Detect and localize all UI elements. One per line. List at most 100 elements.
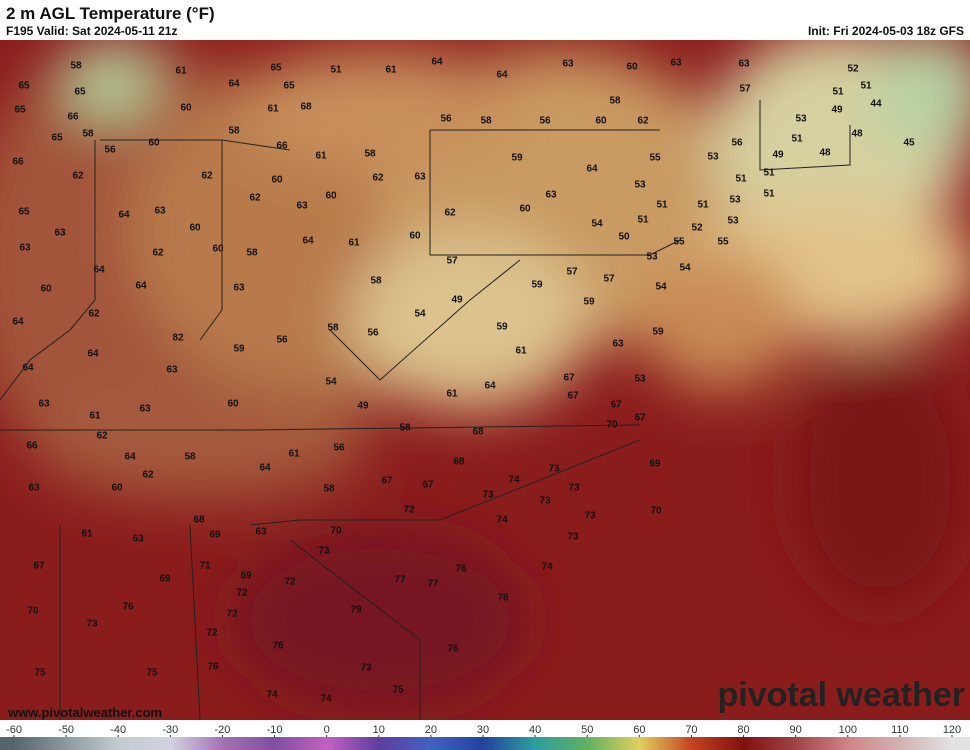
temperature-label: 72 — [403, 505, 415, 516]
temperature-label: 76 — [497, 593, 509, 604]
colorbar-tick-label: 80 — [737, 724, 749, 736]
temperature-label: 63 — [54, 228, 66, 239]
temperature-label: 79 — [350, 605, 362, 616]
temperature-label: 72 — [236, 588, 248, 599]
temperature-label: 60 — [626, 62, 638, 73]
colorbar-tick-label: 30 — [477, 724, 489, 736]
temperature-label: 64 — [228, 79, 240, 90]
colorbar-tick-label: 50 — [581, 724, 593, 736]
temperature-label: 68 — [472, 427, 484, 438]
temperature-label: 48 — [819, 148, 831, 159]
temperature-label: 62 — [637, 116, 649, 127]
temperature-label: 53 — [795, 114, 807, 125]
temperature-label: 64 — [431, 57, 443, 68]
temperature-label: 66 — [276, 141, 288, 152]
temperature-label: 54 — [414, 309, 426, 320]
temperature-label: 63 — [670, 58, 682, 69]
temperature-label: 62 — [72, 171, 84, 182]
colorbar-tick-label: 20 — [425, 724, 437, 736]
watermark-brand: pivotal weather — [717, 676, 965, 714]
watermark-url: www.pivotalweather.com — [7, 705, 162, 720]
colorbar-tick-label: -60 — [6, 724, 22, 736]
temperature-label: 76 — [447, 644, 459, 655]
temperature-label: 75 — [146, 668, 158, 679]
colorbar — [0, 737, 970, 750]
colorbar-tick-label: 60 — [633, 724, 645, 736]
temperature-label: 60 — [212, 244, 224, 255]
temperature-label: 54 — [325, 377, 337, 388]
colorbar-tick-label: 120 — [943, 724, 961, 736]
temperature-label: 50 — [618, 232, 630, 243]
temperature-label: 65 — [51, 133, 63, 144]
temperature-label: 72 — [206, 628, 218, 639]
temperature-label: 69 — [649, 459, 661, 470]
temperature-label: 66 — [26, 441, 38, 452]
temperature-label: 62 — [372, 173, 384, 184]
temperature-label: 73 — [539, 496, 551, 507]
temperature-label: 57 — [446, 256, 458, 267]
temperature-label: 61 — [515, 346, 527, 357]
temperature-label: 73 — [360, 663, 372, 674]
temperature-label: 73 — [318, 546, 330, 557]
temperature-label: 53 — [707, 152, 719, 163]
temperature-label: 62 — [142, 470, 154, 481]
temperature-label: 72 — [284, 577, 296, 588]
temperature-label: 57 — [603, 274, 615, 285]
colorbar-tick-label: 10 — [373, 724, 385, 736]
colorbar-tick-label: -30 — [162, 724, 178, 736]
temperature-label: 62 — [96, 431, 108, 442]
temperature-label: 75 — [392, 685, 404, 696]
temperature-label: 61 — [288, 449, 300, 460]
temperature-label: 64 — [12, 317, 24, 328]
colorbar-tick-label: 40 — [529, 724, 541, 736]
temperature-label: 56 — [276, 335, 288, 346]
temperature-label: 65 — [283, 81, 295, 92]
init-time: Init: Fri 2024-05-03 18z GFS — [808, 24, 964, 38]
temperature-label: 58 — [82, 129, 94, 140]
temperature-label: 51 — [860, 81, 872, 92]
temperature-label: 51 — [735, 174, 747, 185]
temperature-label: 63 — [233, 283, 245, 294]
temperature-label: 53 — [634, 374, 646, 385]
temperature-label: 51 — [763, 168, 775, 179]
temperature-label: 56 — [333, 443, 345, 454]
temperature-label: 65 — [18, 81, 30, 92]
temperature-label: 54 — [591, 219, 603, 230]
temperature-label: 64 — [259, 463, 271, 474]
temperature-label: 53 — [634, 180, 646, 191]
temperature-label: 69 — [240, 571, 252, 582]
colorbar-tick-label: 70 — [685, 724, 697, 736]
temperature-label: 51 — [763, 189, 775, 200]
temperature-label: 77 — [427, 579, 439, 590]
temperature-label: 64 — [586, 164, 598, 175]
temperature-label: 64 — [87, 349, 99, 360]
temperature-label: 58 — [228, 126, 240, 137]
temperature-label: 59 — [511, 153, 523, 164]
temperature-label: 64 — [118, 210, 130, 221]
temperature-label: 60 — [271, 175, 283, 186]
temperature-label: 58 — [364, 149, 376, 160]
temperature-label: 60 — [148, 138, 160, 149]
temperature-label: 73 — [86, 619, 98, 630]
temperature-label: 45 — [903, 138, 915, 149]
temperature-label: 63 — [139, 404, 151, 415]
temperature-label: 58 — [370, 276, 382, 287]
temperature-label: 56 — [104, 145, 116, 156]
temperature-label: 44 — [870, 99, 882, 110]
temperature-label: 76 — [122, 602, 134, 613]
temperature-label: 60 — [180, 103, 192, 114]
temperature-label: 59 — [652, 327, 664, 338]
temperature-label: 60 — [40, 284, 52, 295]
temperature-label: 63 — [612, 339, 624, 350]
colorbar-tick-label: 0 — [324, 724, 330, 736]
temperature-label: 61 — [446, 389, 458, 400]
colorbar-tick-label: -20 — [214, 724, 230, 736]
temperature-label: 82 — [172, 333, 184, 344]
temperature-label: 56 — [440, 114, 452, 125]
temperature-label: 55 — [673, 237, 685, 248]
temperature-label: 76 — [272, 641, 284, 652]
temperature-label: 68 — [193, 515, 205, 526]
temperature-label: 67 — [381, 476, 393, 487]
temperature-label: 68 — [453, 457, 465, 468]
